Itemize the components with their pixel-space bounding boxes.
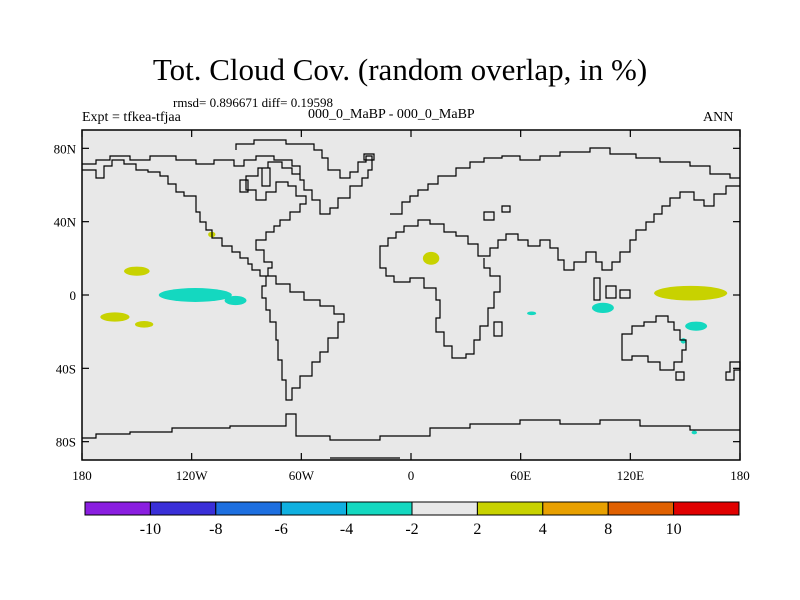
latitude-ticks: 80N 40N 0 40S 80S: [54, 141, 740, 450]
lon-tick-label: 60E: [510, 468, 531, 483]
colorbar-label: 2: [473, 521, 481, 538]
lon-tick-label: 180: [72, 468, 92, 483]
colorbar-label: -4: [340, 521, 353, 538]
colorbar-swatch: [149, 501, 217, 516]
season-label: ANN: [703, 110, 734, 125]
lon-tick-label: 0: [408, 468, 415, 483]
west-pacific-yellow-band: [654, 285, 728, 301]
lat-tick-label: 80N: [54, 141, 77, 156]
indian-ocean-cyan-patch: [591, 302, 614, 313]
colorbar-label: -2: [405, 521, 418, 538]
lon-tick-label: 120W: [176, 468, 209, 483]
page-title: Tot. Cloud Cov. (random overlap, in %): [152, 52, 648, 87]
sahara-yellow-patch: [422, 251, 440, 265]
coastlines: [82, 139, 741, 459]
lat-tick-label: 40N: [54, 215, 77, 230]
colorbar-swatch: [411, 501, 478, 516]
colorbar-swatch: [673, 501, 740, 516]
difference-regions: [100, 231, 728, 435]
east-australia-cyan-patch: [680, 338, 687, 344]
coral-sea-cyan-patch: [685, 321, 708, 331]
lon-tick-label: 60W: [289, 468, 315, 483]
colorbar-swatch: [346, 501, 413, 516]
central-pacific-yellow-patch: [124, 266, 150, 276]
colorbar-label: -10: [140, 521, 161, 538]
colorbar-label: 8: [604, 521, 612, 538]
lat-tick-label: 0: [70, 288, 77, 303]
colorbar-swatch: [476, 501, 544, 516]
south-pacific-yellow-patch: [100, 312, 130, 322]
colorbar-swatch: [215, 501, 282, 516]
southern-ocean-cyan-speck: [691, 430, 698, 435]
lat-tick-label: 40S: [56, 361, 76, 376]
rmsd-diff-stats: rmsd= 0.896671 diff= 0.19598: [173, 95, 333, 110]
colorbar-swatch: [84, 501, 151, 516]
south-pacific-yellow-tail: [135, 321, 154, 328]
longitude-ticks: 180 120W 60W 0 60E 120E 180: [72, 130, 750, 483]
lat-tick-label: 80S: [56, 435, 76, 450]
colorbar-label: 4: [539, 521, 547, 538]
lon-tick-label: 120E: [617, 468, 645, 483]
colorbar-swatch: [607, 501, 675, 516]
colorbar-label: 10: [666, 521, 682, 538]
eastern-pacific-cyan-patch: [224, 295, 247, 306]
colorbar: -10 -8 -6 -4 -2 2 4 8 10: [84, 501, 740, 538]
case-label: 000_0_MaBP - 000_0_MaBP: [308, 107, 475, 122]
colorbar-swatch: [542, 501, 609, 516]
experiment-label: Expt = tfkea-tfjaa: [82, 110, 181, 125]
lon-tick-label: 180: [730, 468, 750, 483]
colorbar-swatch: [280, 501, 348, 516]
colorbar-label: -8: [209, 521, 222, 538]
central-indian-cyan-speck: [527, 311, 537, 316]
colorbar-label: -6: [275, 521, 288, 538]
central-pacific-cyan-band: [158, 288, 232, 302]
